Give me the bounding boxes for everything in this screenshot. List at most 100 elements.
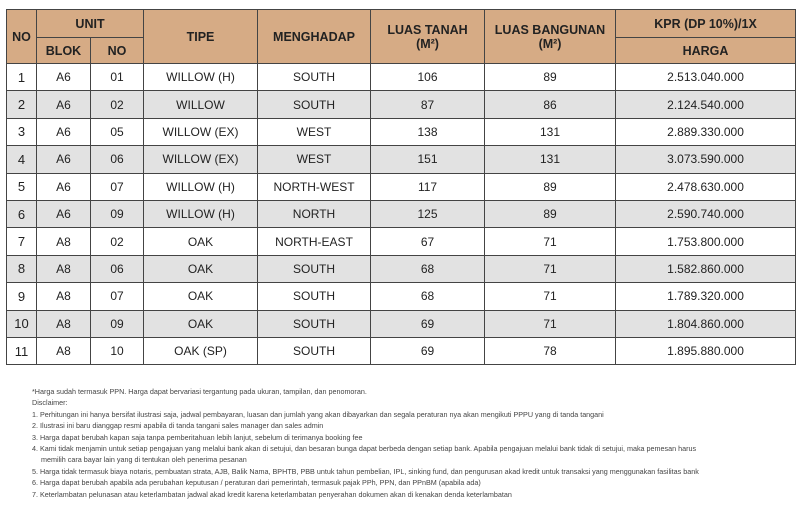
cell-menghadap: SOUTH bbox=[257, 254, 372, 284]
cell-tipe: OAK bbox=[143, 254, 259, 284]
cell-luas-tanah: 68 bbox=[370, 254, 486, 284]
cell-tipe: OAK (SP) bbox=[143, 336, 259, 366]
cell-menghadap: NORTH bbox=[257, 199, 372, 229]
cell-luas-tanah: 117 bbox=[370, 172, 486, 201]
header-kpr: KPR (DP 10%)/1X bbox=[615, 9, 797, 38]
notes-section: *Harga sudah termasuk PPN. Harga dapat b… bbox=[32, 386, 802, 500]
cell-luas-bangunan: 71 bbox=[484, 227, 617, 256]
cell-menghadap: NORTH-WEST bbox=[257, 172, 372, 201]
cell-tipe: OAK bbox=[143, 227, 259, 256]
cell-menghadap: NORTH-EAST bbox=[257, 227, 372, 256]
cell-menghadap: WEST bbox=[257, 117, 372, 147]
table-row: 8 A8 06 OAK SOUTH 68 71 1.582.860.000 bbox=[6, 254, 797, 284]
header-luas-bangunan: LUAS BANGUNAN (M²) bbox=[484, 9, 617, 64]
disclaimer-item: 2. Ilustrasi ini baru dianggap resmi apa… bbox=[32, 421, 324, 431]
cell-luas-tanah: 69 bbox=[370, 336, 486, 366]
cell-menghadap: WEST bbox=[257, 145, 372, 174]
cell-luas-tanah: 138 bbox=[370, 117, 486, 147]
cell-tipe: OAK bbox=[143, 309, 259, 338]
cell-tipe: WILLOW (H) bbox=[143, 172, 259, 201]
price-list-table: NO UNIT TIPE MENGHADAP LUAS TANAH (M²) LU… bbox=[6, 9, 797, 366]
cell-harga: 3.073.590.000 bbox=[615, 145, 797, 174]
luas-tanah-unit: (M²) bbox=[416, 36, 439, 51]
cell-unit-no: 09 bbox=[89, 309, 145, 338]
cell-luas-tanah: 151 bbox=[370, 145, 486, 174]
cell-blok: A6 bbox=[36, 117, 91, 147]
cell-unit-no: 10 bbox=[89, 336, 145, 366]
table-row: 4 A6 06 WILLOW (EX) WEST 151 131 3.073.590.000 bbox=[6, 145, 797, 174]
cell-no: 10 bbox=[6, 309, 37, 338]
cell-harga: 1.789.320.000 bbox=[615, 282, 797, 311]
luas-bangunan-label: LUAS BANGUNAN bbox=[494, 22, 606, 37]
cell-luas-tanah: 106 bbox=[370, 62, 486, 92]
cell-harga: 2.590.740.000 bbox=[615, 199, 797, 229]
table-row: 5 A6 07 WILLOW (H) NORTH-WEST 117 89 2.478.630.… bbox=[6, 172, 797, 201]
table-row: 3 A6 05 WILLOW (EX) WEST 138 131 2.889.330.000 bbox=[6, 117, 797, 147]
header-harga: HARGA bbox=[615, 37, 797, 64]
disclaimer-item: 3. Harga dapat berubah kapan saja tanpa … bbox=[32, 432, 363, 442]
cell-luas-bangunan: 89 bbox=[484, 199, 617, 229]
cell-unit-no: 02 bbox=[89, 227, 145, 256]
header-no: NO bbox=[6, 9, 37, 64]
cell-blok: A8 bbox=[36, 282, 91, 311]
disclaimer-item: 4. Kami tidak menjamin untuk setiap peng… bbox=[32, 444, 697, 454]
cell-no: 8 bbox=[6, 254, 37, 284]
cell-unit-no: 06 bbox=[89, 254, 145, 284]
cell-blok: A6 bbox=[36, 199, 91, 229]
table-row: 1 A6 01 WILLOW (H) SOUTH 106 89 2.513.040.000 bbox=[6, 62, 797, 92]
cell-blok: A6 bbox=[36, 90, 91, 119]
cell-luas-bangunan: 89 bbox=[484, 62, 617, 92]
cell-menghadap: SOUTH bbox=[257, 309, 372, 338]
disclaimer-item-continuation: memilih cara bayar lain yang di tentukan… bbox=[41, 455, 247, 465]
header-unit: UNIT bbox=[35, 9, 145, 38]
cell-no: 4 bbox=[6, 145, 37, 174]
luas-bangunan-unit: (M²) bbox=[538, 36, 562, 51]
cell-blok: A6 bbox=[36, 62, 91, 92]
cell-luas-tanah: 87 bbox=[370, 90, 486, 119]
cell-harga: 2.124.540.000 bbox=[615, 90, 797, 119]
cell-no: 1 bbox=[6, 62, 37, 92]
table-row: 6 A6 09 WILLOW (H) NORTH 125 89 2.590.740.000 bbox=[6, 199, 797, 229]
cell-no: 11 bbox=[6, 336, 37, 366]
cell-luas-bangunan: 71 bbox=[484, 254, 617, 284]
cell-menghadap: SOUTH bbox=[257, 336, 372, 366]
cell-no: 6 bbox=[6, 199, 37, 229]
cell-luas-bangunan: 131 bbox=[484, 145, 617, 174]
header-unit-no: NO bbox=[89, 37, 145, 64]
price-note: *Harga sudah termasuk PPN. Harga dapat b… bbox=[32, 387, 367, 396]
header-tipe: TIPE bbox=[143, 9, 259, 64]
cell-luas-tanah: 68 bbox=[370, 282, 486, 311]
cell-no: 7 bbox=[6, 227, 37, 256]
cell-luas-tanah: 67 bbox=[370, 227, 486, 256]
disclaimer-item: 1. Perhitungan ini hanya bersifat ilustr… bbox=[32, 409, 604, 419]
cell-harga: 2.478.630.000 bbox=[615, 172, 797, 201]
table-row: 2 A6 02 WILLOW SOUTH 87 86 2.124.540.000 bbox=[6, 90, 797, 119]
cell-harga: 1.582.860.000 bbox=[615, 254, 797, 284]
cell-no: 9 bbox=[6, 282, 37, 311]
table-row: 9 A8 07 OAK SOUTH 68 71 1.789.320.000 bbox=[6, 282, 797, 311]
cell-menghadap: SOUTH bbox=[257, 62, 372, 92]
cell-tipe: WILLOW (H) bbox=[143, 62, 259, 92]
cell-no: 3 bbox=[6, 117, 37, 147]
cell-luas-tanah: 125 bbox=[370, 199, 486, 229]
cell-blok: A8 bbox=[36, 309, 91, 338]
cell-unit-no: 02 bbox=[89, 90, 145, 119]
cell-tipe: WILLOW bbox=[143, 90, 259, 119]
cell-unit-no: 07 bbox=[89, 172, 145, 201]
cell-blok: A8 bbox=[36, 227, 91, 256]
cell-menghadap: SOUTH bbox=[257, 90, 372, 119]
disclaimer-title: Disclaimer: bbox=[32, 398, 68, 408]
cell-harga: 1.804.860.000 bbox=[615, 309, 797, 338]
table-row: 10 A8 09 OAK SOUTH 69 71 1.804.860.000 bbox=[6, 309, 797, 338]
cell-luas-bangunan: 131 bbox=[484, 117, 617, 147]
cell-no: 5 bbox=[6, 172, 37, 201]
cell-luas-bangunan: 78 bbox=[484, 336, 617, 366]
cell-harga: 2.513.040.000 bbox=[615, 62, 797, 92]
cell-unit-no: 09 bbox=[89, 199, 145, 229]
cell-tipe: WILLOW (EX) bbox=[143, 117, 259, 147]
cell-harga: 2.889.330.000 bbox=[615, 117, 797, 147]
cell-blok: A6 bbox=[36, 145, 91, 174]
header-luas-tanah: LUAS TANAH (M²) bbox=[370, 9, 486, 64]
cell-harga: 1.753.800.000 bbox=[615, 227, 797, 256]
cell-tipe: OAK bbox=[143, 282, 259, 311]
